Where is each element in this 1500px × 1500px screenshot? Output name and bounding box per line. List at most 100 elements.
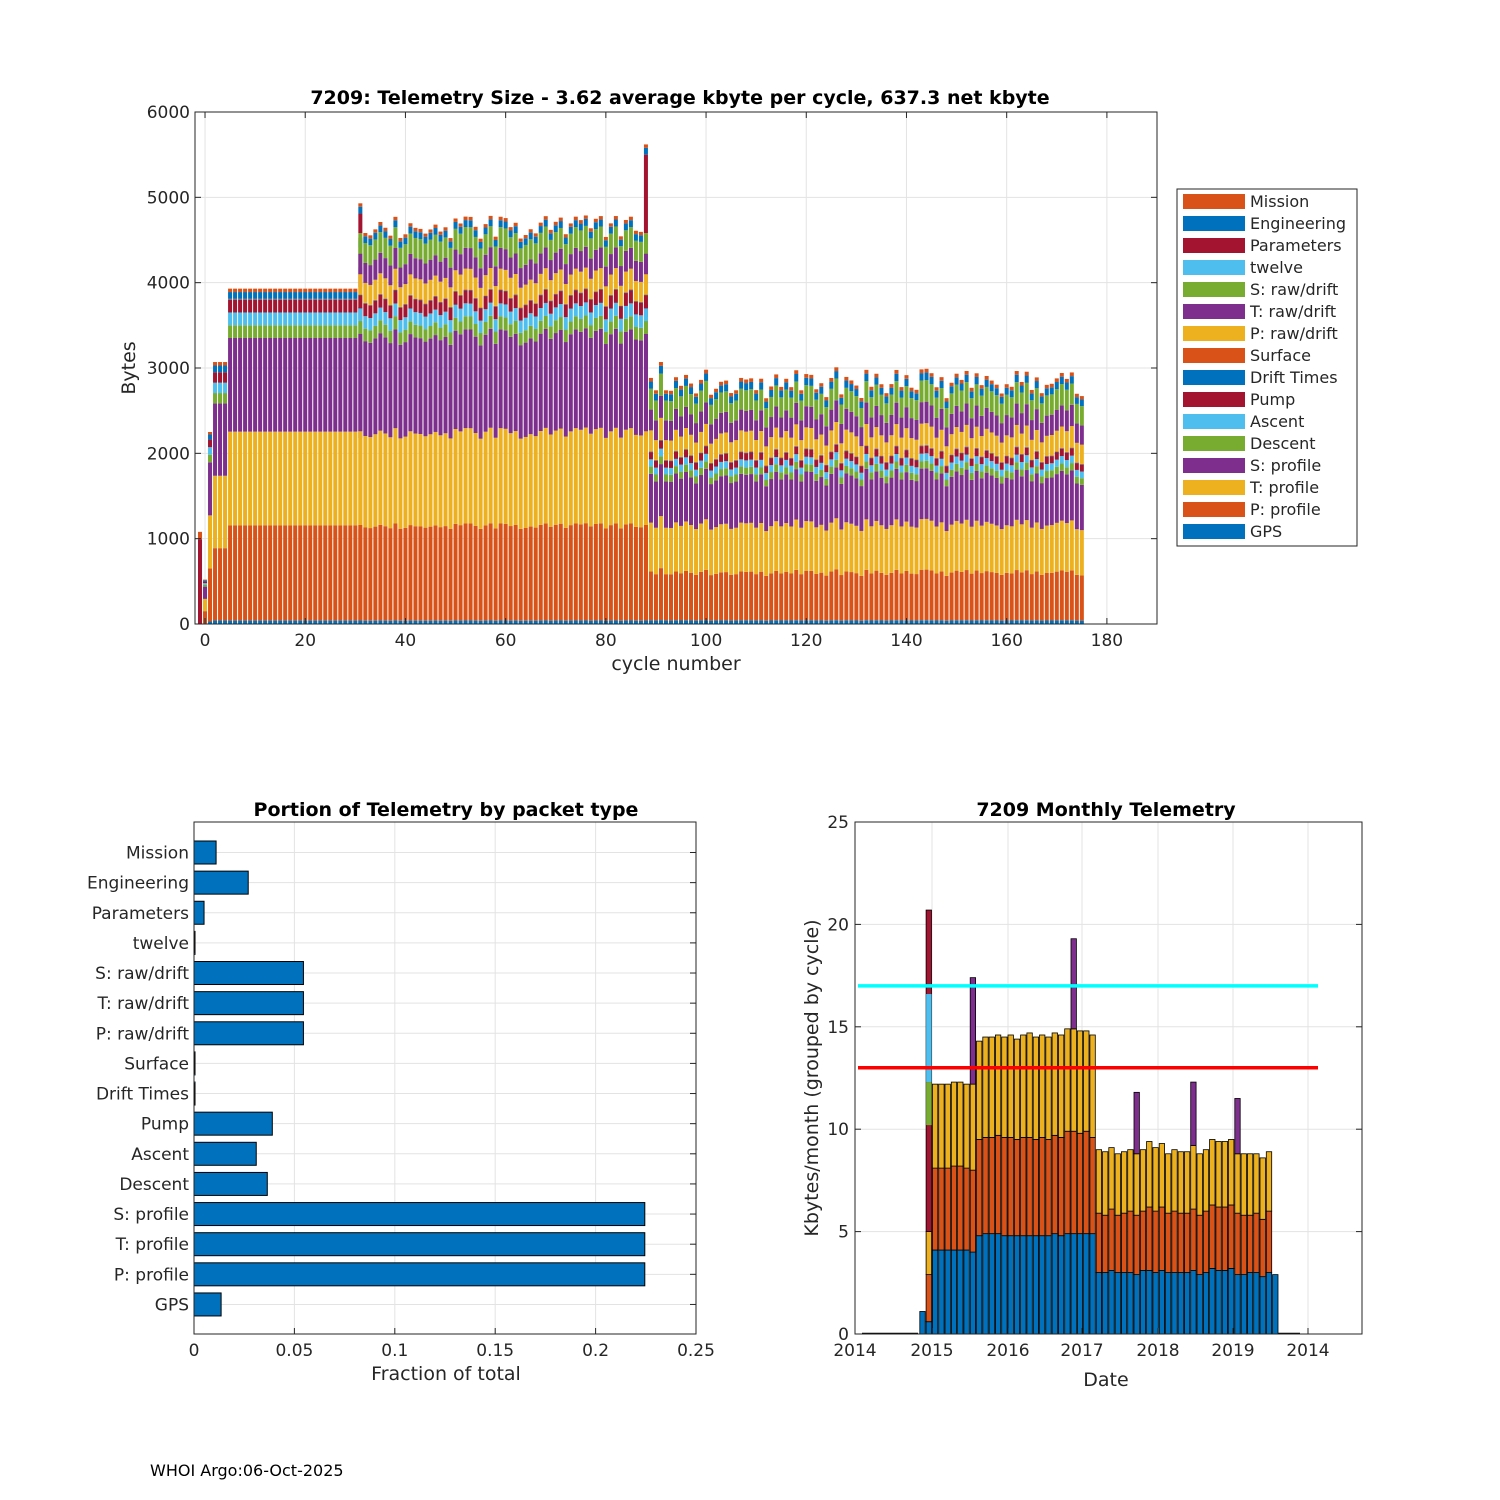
bar-segment-ascent [689, 463, 694, 471]
bar-segment-p-profile [593, 523, 598, 621]
bar-segment-descent [1014, 462, 1019, 470]
bar-segment-gps [944, 620, 949, 624]
bar-segment-engineering [1014, 374, 1019, 383]
bar-segment-ascent [373, 313, 378, 326]
bar-segment-p-raw-drift [488, 267, 493, 289]
bar-segment-engineering [248, 292, 253, 299]
bar-segment-descent [633, 326, 638, 340]
bar-segment-engineering [648, 381, 653, 389]
bar-segment-gps [613, 620, 618, 624]
bar-segment-pump [343, 299, 348, 313]
bar-segment-surface [518, 307, 523, 308]
bar-segment-pump [603, 306, 608, 320]
bar-segment-pump [754, 460, 759, 468]
month-bar-yellow [969, 1083, 977, 1171]
bar-segment-p-raw-drift [403, 284, 408, 304]
bar-segment-gps [453, 620, 458, 624]
bar-segment-mission [964, 370, 969, 375]
bar-segment-pump [353, 299, 358, 313]
bar-segment-t-raw-drift [999, 423, 1004, 443]
bar-segment-p-raw-drift [824, 445, 829, 465]
bar-segment-t-profile [538, 431, 543, 525]
bar-segment-ascent [1019, 462, 1024, 470]
bar-segment-s-raw-drift [463, 227, 468, 248]
bar-segment-s-profile [563, 342, 568, 437]
bar-segment-t-raw-drift [583, 246, 588, 268]
bar-segment-s-raw-drift [694, 403, 699, 424]
bar-segment-s-profile [308, 338, 313, 432]
bar-segment-descent [1009, 472, 1014, 480]
bar-segment-descent [228, 325, 233, 339]
month-bar-orange [1121, 1212, 1128, 1273]
bar-segment-descent [1074, 476, 1079, 484]
month-bar-blue [1152, 1272, 1159, 1335]
month-bar-yellow [925, 1231, 932, 1276]
bar-segment-p-profile [764, 575, 769, 621]
bar-segment-mission [198, 531, 203, 540]
month-bar-yellow [1133, 1153, 1140, 1216]
bar-segment-mission [1009, 386, 1014, 391]
bar-segment-s-raw-drift [383, 237, 388, 259]
bar-segment-s-profile [578, 331, 583, 430]
bar-segment-p-profile [1009, 573, 1014, 621]
bar-segment-p-profile [789, 573, 794, 621]
bar-segment-t-profile [343, 431, 348, 526]
bar-segment-p-raw-drift [368, 284, 373, 305]
bar-segment-drift-times [488, 289, 493, 290]
bar-segment-s-profile [749, 474, 754, 523]
bar-segment-gps [533, 620, 538, 624]
bar-segment-engineering [458, 226, 463, 234]
month-bar-blue [1064, 1233, 1071, 1335]
month-bar-blue [1058, 1235, 1065, 1335]
bar-segment-s-profile [638, 340, 643, 436]
bar-segment-mission [663, 390, 668, 394]
bar-segment-descent [834, 459, 839, 468]
bar-segment-t-profile [628, 428, 633, 524]
bar-segment-s-profile [328, 338, 333, 432]
bar-segment-descent [578, 318, 583, 332]
bar-segment-gps [523, 620, 528, 624]
bar-segment-t-raw-drift [919, 402, 924, 424]
bar-segment-drift-times [673, 451, 679, 452]
bar-segment-surface [463, 289, 468, 290]
bar-segment-p-profile [1074, 574, 1079, 621]
month-bar-orange [1020, 1136, 1027, 1237]
bar-segment-gps [468, 620, 473, 624]
bar-segment-p-raw-drift [383, 278, 388, 299]
bar-segment-mission [568, 223, 573, 227]
month-bar-yellow [1095, 1149, 1102, 1214]
month-bar-yellow [1259, 1157, 1266, 1220]
bar-segment-engineering [699, 383, 704, 391]
bar-segment-surface [508, 298, 513, 299]
bar-segment-ascent [673, 458, 679, 467]
bar-segment-t-raw-drift [523, 264, 528, 285]
bar-segment-t-profile [889, 525, 894, 573]
bar-segment-p-raw-drift [598, 268, 603, 290]
bar-segment-descent [869, 472, 874, 480]
bar-segment-t-profile [203, 598, 208, 612]
bar-segment-pump [433, 296, 438, 310]
bar-segment-t-profile [448, 438, 453, 529]
month-bar-yellow [1121, 1151, 1128, 1214]
bar-segment-p-raw-drift [633, 280, 638, 302]
bar-segment-s-profile [353, 338, 358, 432]
bar-segment-s-profile [844, 473, 849, 523]
bar-segment-pump [618, 306, 623, 319]
bar-segment-s-profile [679, 478, 684, 526]
bar-segment-ascent [348, 312, 353, 326]
bar-segment-p-profile [258, 525, 263, 621]
bar-segment-descent [403, 329, 408, 343]
bar-segment-t-profile [1074, 529, 1079, 575]
bar-segment-gps [729, 620, 734, 624]
bar-segment-mission [989, 380, 994, 385]
bar-segment-t-profile [994, 525, 999, 573]
bar-segment-p-raw-drift [994, 435, 999, 456]
bar-segment-s-profile [909, 479, 914, 527]
bar-segment-p-profile [498, 523, 503, 621]
bar-segment-engineering [909, 391, 914, 399]
bar-segment-surface [283, 298, 288, 300]
month-bar-yellow [976, 1040, 983, 1140]
bar-segment-engineering [794, 373, 799, 382]
bar-segment-descent [849, 468, 854, 476]
bar-segment-surface [453, 290, 458, 292]
